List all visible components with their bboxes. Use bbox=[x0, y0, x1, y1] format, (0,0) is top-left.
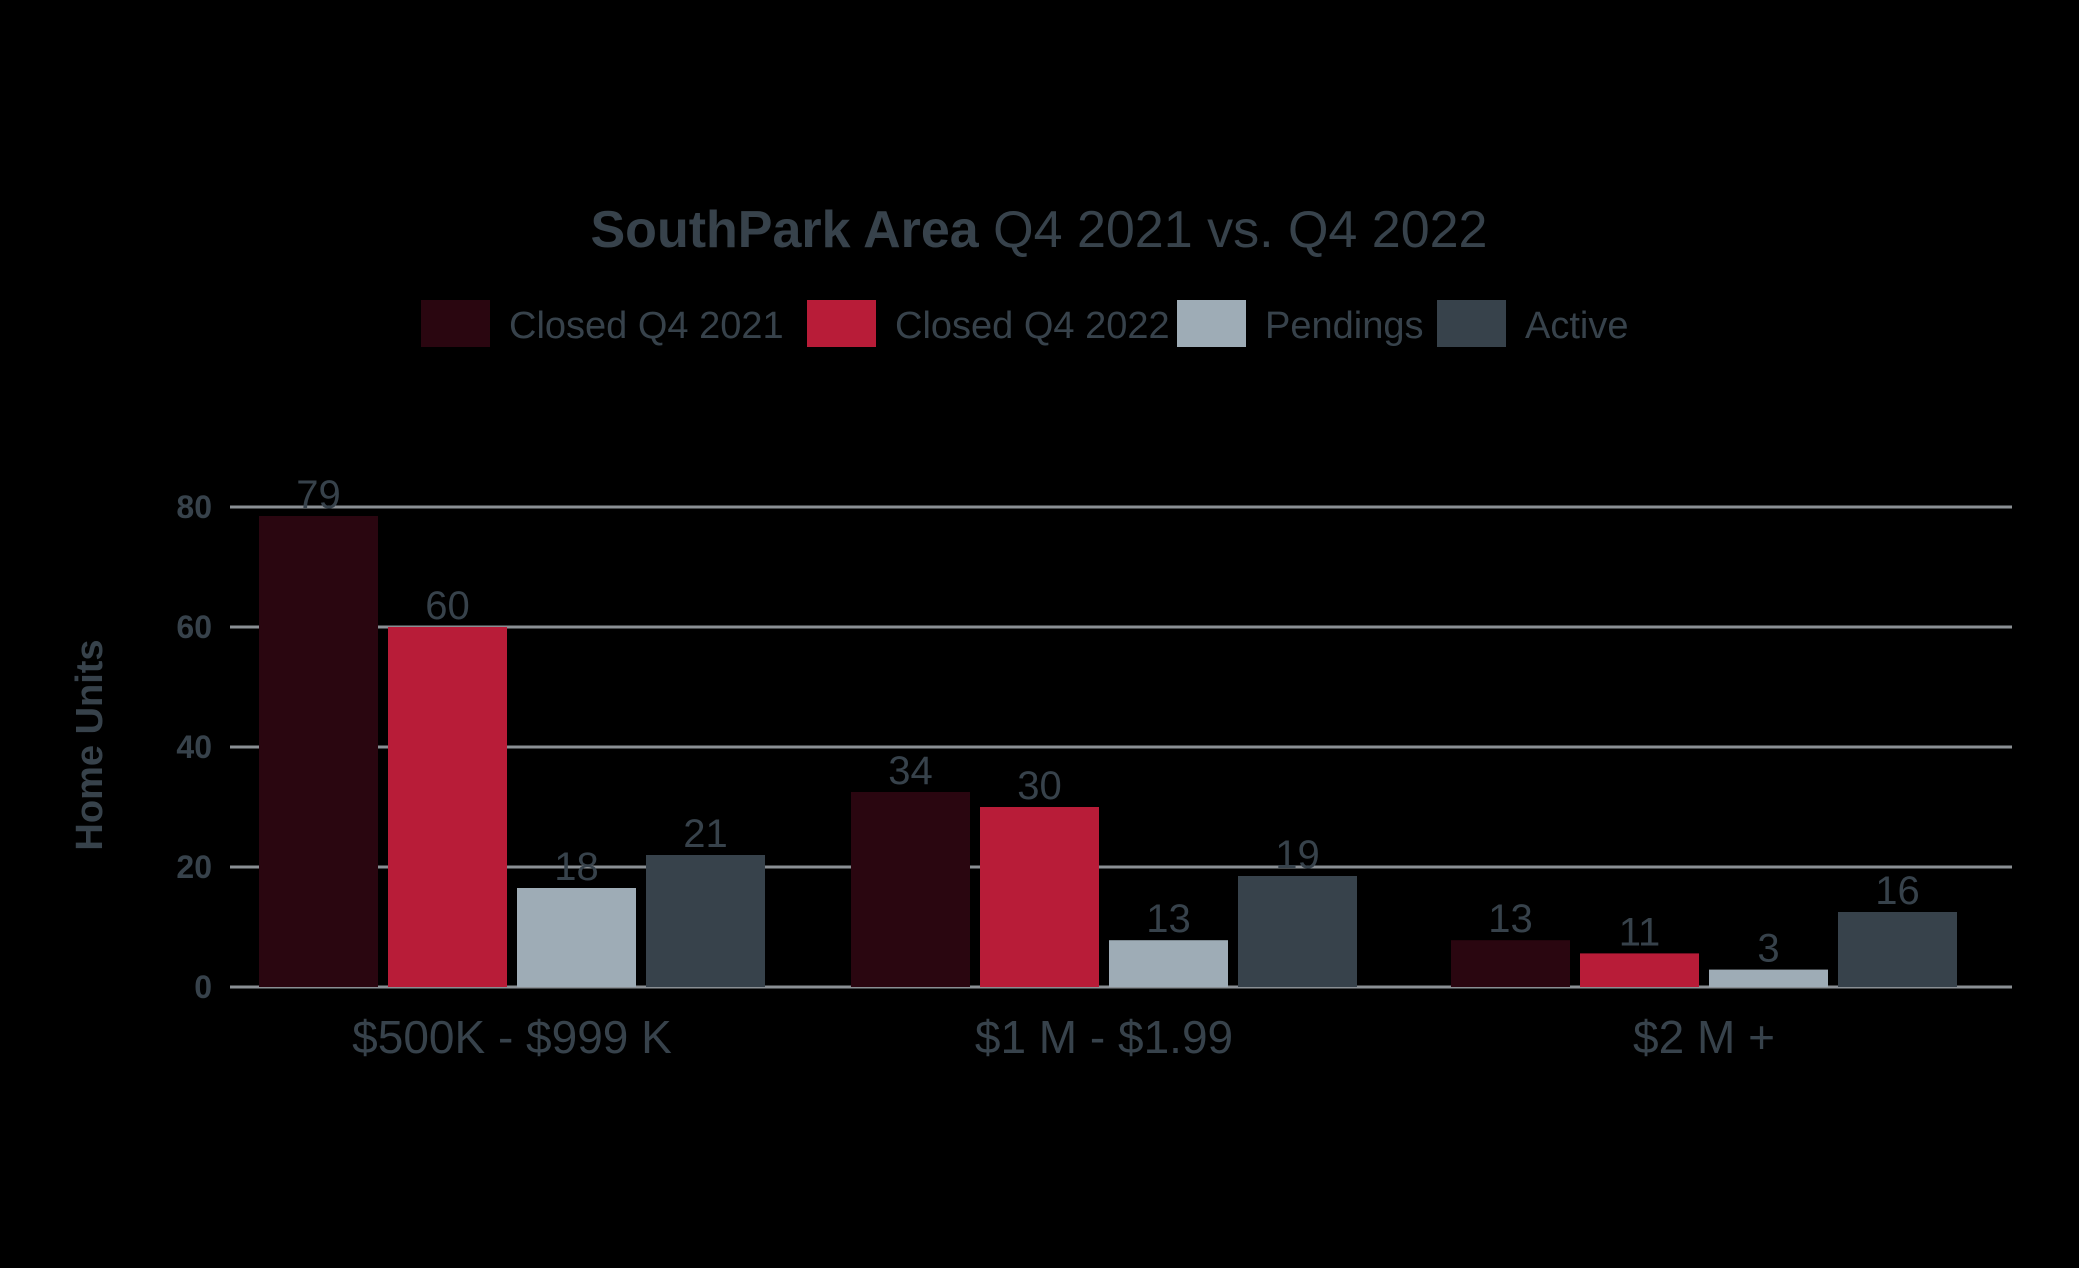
data-label: 13 bbox=[1146, 897, 1191, 941]
legend-label: Active bbox=[1525, 305, 1628, 347]
x-tick-label: $1 M - $1.99 bbox=[975, 1011, 1233, 1063]
legend-swatch bbox=[1177, 300, 1246, 347]
data-label: 18 bbox=[554, 845, 599, 889]
chart-title-rest: Q4 2021 vs. Q4 2022 bbox=[979, 201, 1488, 259]
y-tick-label: 0 bbox=[194, 969, 212, 1005]
legend-swatch bbox=[1437, 300, 1506, 347]
y-tick-label: 80 bbox=[176, 489, 212, 525]
x-tick-label: $500K - $999 K bbox=[352, 1011, 672, 1063]
data-label: 21 bbox=[683, 812, 728, 856]
legend-label: Pendings bbox=[1265, 305, 1423, 347]
bar bbox=[1109, 940, 1228, 987]
legend-label: Closed Q4 2021 bbox=[509, 305, 784, 347]
bar bbox=[259, 516, 378, 987]
bar bbox=[1451, 940, 1570, 987]
y-axis-ticks: 0 20 40 60 80 bbox=[176, 489, 212, 1005]
y-tick-label: 20 bbox=[176, 849, 212, 885]
legend-label: Closed Q4 2022 bbox=[895, 305, 1170, 347]
bar bbox=[388, 627, 507, 987]
legend: Closed Q4 2021 Closed Q4 2022 Pendings Acti… bbox=[421, 300, 1628, 347]
data-label: 19 bbox=[1275, 833, 1320, 877]
bar bbox=[1838, 912, 1957, 987]
data-label: 30 bbox=[1017, 764, 1062, 808]
chart-title-bold: SouthPark Area bbox=[591, 201, 980, 259]
bars bbox=[259, 516, 1957, 987]
y-axis-label: Home Units bbox=[69, 639, 111, 850]
bar bbox=[980, 807, 1099, 987]
bar bbox=[646, 855, 765, 987]
data-labels: 79 60 18 21 34 30 13 19 13 11 3 16 bbox=[296, 473, 1920, 971]
bar bbox=[1709, 969, 1828, 987]
data-label: 79 bbox=[296, 473, 341, 517]
chart-title: SouthPark Area Q4 2021 vs. Q4 2022 bbox=[591, 201, 1488, 259]
bar bbox=[1238, 876, 1357, 987]
bar bbox=[1580, 953, 1699, 987]
data-label: 3 bbox=[1757, 927, 1779, 971]
bar bbox=[517, 888, 636, 987]
bar bbox=[851, 792, 970, 987]
y-tick-label: 40 bbox=[176, 729, 212, 765]
data-label: 34 bbox=[888, 749, 933, 793]
data-label: 16 bbox=[1875, 869, 1920, 913]
legend-swatch bbox=[421, 300, 490, 347]
data-label: 13 bbox=[1488, 897, 1533, 941]
y-tick-label: 60 bbox=[176, 609, 212, 645]
data-label: 60 bbox=[425, 584, 470, 628]
x-tick-label: $2 M + bbox=[1633, 1011, 1775, 1063]
legend-swatch bbox=[807, 300, 876, 347]
data-label: 11 bbox=[1619, 910, 1661, 954]
x-axis-ticks: $500K - $999 K $1 M - $1.99 $2 M + bbox=[352, 1011, 1775, 1063]
